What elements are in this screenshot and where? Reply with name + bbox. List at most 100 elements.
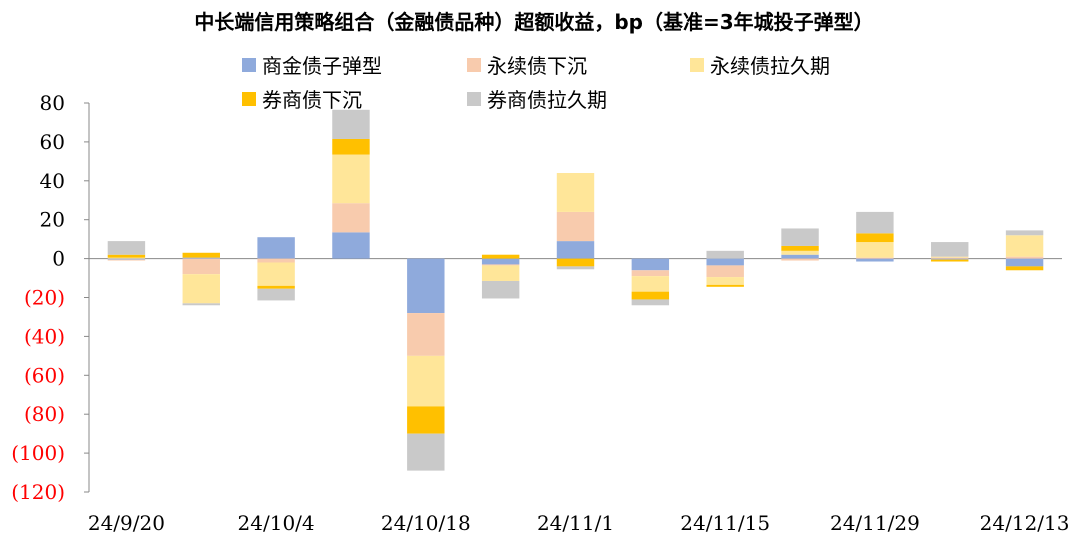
legend-item-broker-duration: 券商债拉久期 [467, 84, 607, 113]
legend-item-shangjin-bullet: 商金债子弹型 [242, 50, 382, 79]
bar-segment [407, 355, 445, 407]
axis-layer: 80 60 40 20 0 (20) (40) (60) (80) (100) (120) 24/9/… [11, 91, 1068, 535]
bar-segment [1005, 235, 1044, 257]
bar-segment [107, 241, 146, 255]
bar-segment [257, 262, 295, 286]
bar-segment [706, 284, 744, 287]
bar-segment [481, 265, 520, 281]
bar-segment [631, 276, 670, 292]
bar-segment [481, 258, 520, 265]
y-tick-label: (60) [24, 363, 65, 387]
bar-segment [481, 264, 520, 266]
x-tick-label: 24/10/18 [381, 511, 471, 535]
bar-segment [856, 211, 894, 234]
bar-segment [182, 257, 220, 259]
bar-segment [556, 266, 595, 270]
x-tick-label: 24/11/29 [830, 511, 920, 535]
bar-segment [332, 154, 370, 204]
bar-segment [1005, 266, 1044, 271]
bar-segment [182, 252, 220, 258]
bar-segment [556, 173, 595, 212]
bar-segment [257, 288, 295, 301]
chart-title: 中长端信用策略组合（金融债品种）超额收益，bp（基准=3年城投子弹型） [194, 10, 874, 34]
bar-segment [631, 299, 670, 306]
bar-segment [856, 258, 894, 262]
y-tick-label: (120) [11, 480, 65, 504]
legend-label: 商金债子弹型 [262, 54, 382, 78]
bar-segment [931, 256, 969, 258]
bar-segment [107, 258, 146, 260]
legend-swatch [467, 57, 481, 72]
bar-segment [931, 258, 969, 260]
bar-segment [332, 203, 370, 233]
bar-segment [781, 258, 819, 261]
legend-item-perpetual-sink: 永续债下沉 [467, 50, 587, 79]
bar-segment [332, 109, 370, 139]
y-tick-label: 20 [40, 208, 65, 232]
bar-segment [257, 237, 295, 259]
bar-segment [257, 285, 295, 289]
y-tick-label: 60 [40, 130, 65, 154]
bar-segment [332, 232, 370, 259]
bar-segment [182, 274, 220, 304]
x-tick-label: 24/9/20 [88, 511, 165, 535]
y-tick-label: 40 [40, 169, 65, 193]
x-tick-label: 24/11/1 [537, 511, 614, 535]
legend-swatch [467, 91, 481, 106]
y-tick-label: (100) [11, 441, 65, 465]
bar-segment [407, 258, 445, 314]
y-tick-label: 0 [52, 247, 65, 271]
bar-layer [107, 109, 1044, 471]
bar-segment [931, 259, 969, 262]
bar-segment [631, 270, 670, 277]
bar-segment [856, 233, 894, 243]
bar-segment [556, 258, 595, 267]
legend-label: 永续债下沉 [487, 54, 587, 78]
bar-segment [332, 138, 370, 155]
x-tick-label: 24/10/4 [238, 511, 315, 535]
bar-segment [556, 241, 595, 259]
x-tick-label: 24/11/15 [680, 511, 770, 535]
legend-label: 永续债拉久期 [710, 54, 830, 78]
bar-segment [856, 242, 894, 258]
x-tick-label: 24/12/13 [980, 511, 1068, 535]
y-tick-label: (80) [24, 402, 65, 426]
bar-segment [931, 257, 969, 259]
bar-segment [1005, 256, 1044, 259]
bar-segment [781, 250, 819, 255]
legend-item-perpetual-duration: 永续债拉久期 [690, 50, 830, 79]
bar-segment [107, 257, 146, 259]
bar-segment [182, 258, 220, 275]
bar-segment [257, 258, 295, 263]
y-tick-label: (20) [24, 286, 65, 310]
legend-label: 券商债拉久期 [487, 88, 607, 112]
bar-segment [1005, 230, 1044, 236]
bar-segment [407, 313, 445, 356]
bar-segment [407, 433, 445, 471]
bar-segment [407, 406, 445, 434]
bar-segment [856, 257, 894, 259]
bar-segment [481, 254, 520, 259]
bar-segment [931, 242, 969, 257]
bar-segment [631, 258, 670, 271]
legend-label: 券商债下沉 [262, 88, 362, 112]
bar-segment [706, 258, 744, 266]
legend-swatch [242, 57, 256, 72]
bar-segment [781, 254, 819, 259]
bar-segment [781, 228, 819, 246]
bar-segment [631, 291, 670, 300]
legend-swatch [690, 57, 704, 72]
bar-segment [706, 265, 744, 278]
bar-segment [481, 280, 520, 299]
bar-segment [556, 211, 595, 242]
bar-segment [182, 303, 220, 306]
bar-segment [107, 254, 146, 258]
bar-segment [781, 245, 819, 251]
legend-item-broker-sink: 券商债下沉 [242, 84, 362, 113]
legend-swatch [242, 91, 256, 106]
bar-segment [107, 259, 146, 261]
bar-segment [706, 277, 744, 285]
y-tick-label: (40) [24, 324, 65, 348]
y-tick-label: 80 [40, 91, 65, 115]
